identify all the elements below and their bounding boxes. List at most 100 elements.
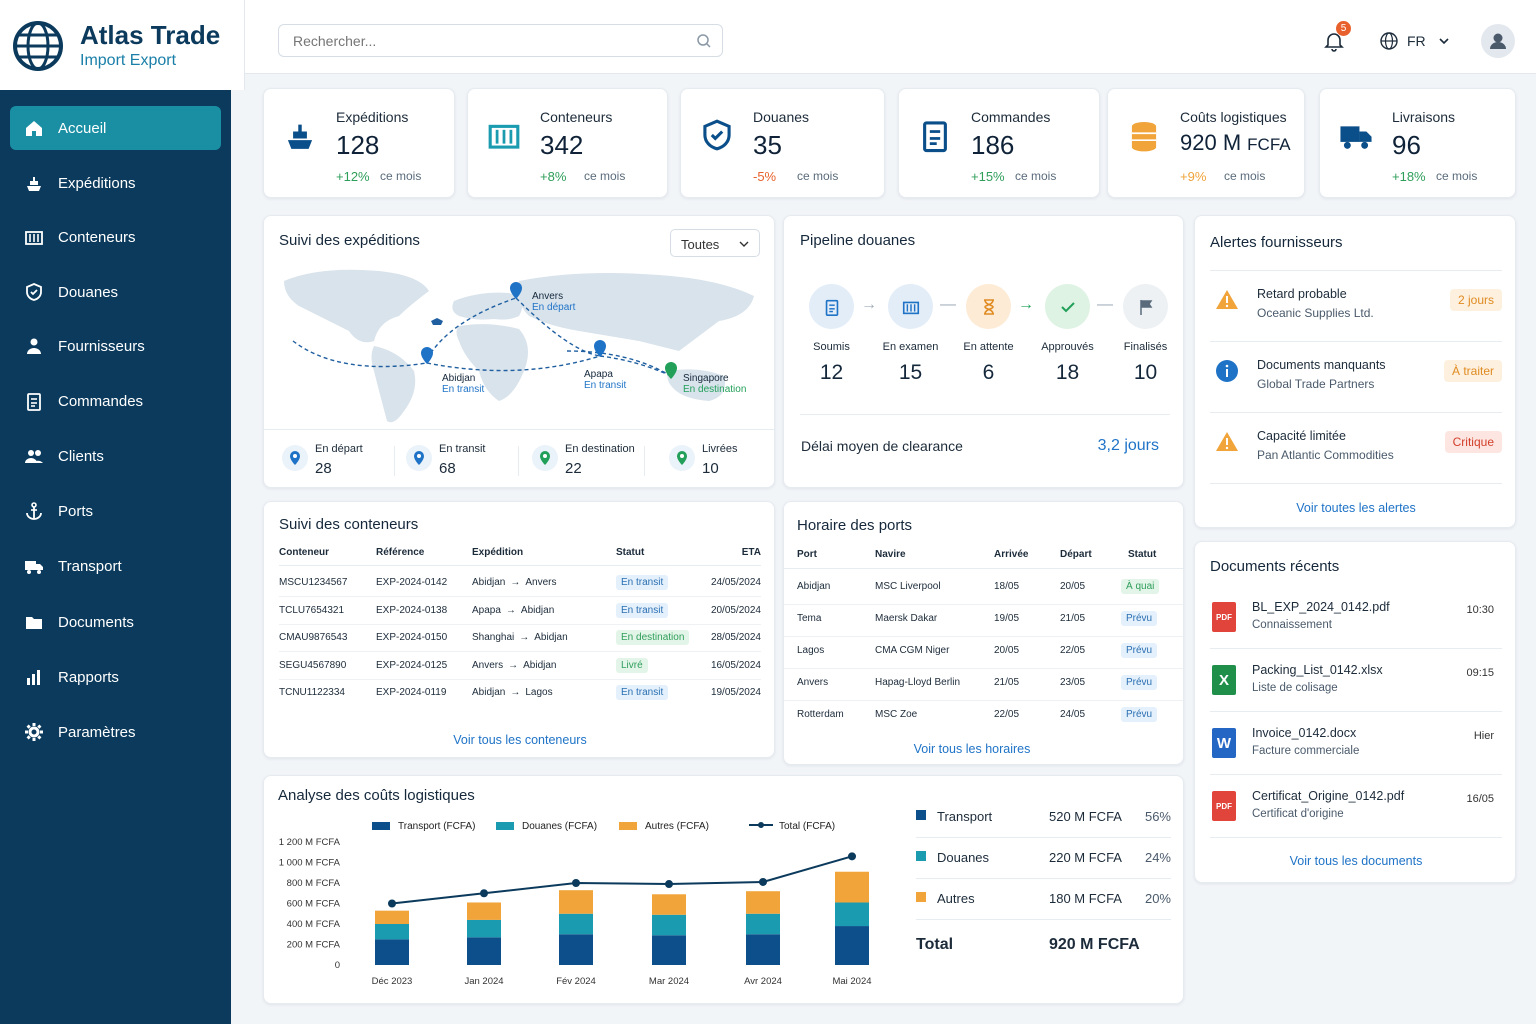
table-row[interactable]: Abidjan MSC Liverpool 18/05 20/05 À quai <box>784 579 1183 601</box>
divider <box>1210 270 1502 271</box>
document-item[interactable]: W Invoice_0142.docx Facture commerciale Hie… <box>1210 726 1502 776</box>
bar-transport[interactable] <box>559 934 593 965</box>
document-name: Invoice_0142.docx <box>1252 726 1357 740</box>
bell-icon[interactable] <box>1323 30 1345 52</box>
table-row[interactable]: CMAU9876543 EXP-2024-0150 Shanghai → Abidjan… <box>264 630 776 652</box>
total-point[interactable] <box>480 889 488 898</box>
sidebar-item-conteneurs[interactable]: Conteneurs <box>10 215 221 259</box>
check-icon[interactable] <box>1045 284 1090 329</box>
ship-icon <box>278 113 322 157</box>
bar-douanes[interactable] <box>375 924 409 940</box>
sidebar-item-transport[interactable]: Transport <box>10 544 221 588</box>
kpi-card-0[interactable]: Expéditions 128 +12% ce mois <box>263 88 455 198</box>
document-item[interactable]: PDF BL_EXP_2024_0142.pdf Connaissement 10:3… <box>1210 600 1502 650</box>
sidebar-item-accueil[interactable]: Accueil <box>10 106 221 150</box>
bar-transport[interactable] <box>467 937 501 965</box>
sidebar-item-ports[interactable]: Ports <box>10 489 221 533</box>
port-arr: 20/05 <box>994 645 1020 656</box>
view-all-documents-link[interactable]: Voir tous les documents <box>1289 854 1423 868</box>
search-input[interactable] <box>293 33 673 49</box>
sidebar-item-expeditions[interactable]: Expéditions <box>10 161 221 205</box>
avatar[interactable] <box>1481 24 1515 58</box>
table-row[interactable]: Rotterdam MSC Zoe 22/05 24/05 Prévu <box>784 707 1183 729</box>
kpi-card-2[interactable]: Douanes 35 -5% ce mois <box>680 88 885 198</box>
hourglass-icon[interactable] <box>966 284 1011 329</box>
bar-autres[interactable] <box>467 902 501 920</box>
table-row[interactable]: SEGU4567890 EXP-2024-0125 Anvers → Abidjan Li… <box>264 657 776 680</box>
shipment-stat-0[interactable]: En départ 28 <box>282 441 402 481</box>
sidebar-item-commandes[interactable]: Commandes <box>10 379 221 423</box>
table-row[interactable]: TCLU7654321 EXP-2024-0138 Apapa → Abidjan En … <box>264 602 776 625</box>
document-item[interactable]: PDF Certificat_Origine_0142.pdf Certificat… <box>1210 789 1502 839</box>
total-point[interactable] <box>665 880 673 889</box>
sidebar-item-documents[interactable]: Documents <box>10 600 221 644</box>
view-all-containers-link[interactable]: Voir tous les conteneurs <box>453 733 587 747</box>
flag-icon[interactable] <box>1123 284 1168 329</box>
kpi-card-4[interactable]: Coûts logistiques 920 M FCFA +9% ce mois <box>1107 88 1305 198</box>
alert-item[interactable]: Retard probable Oceanic Supplies Ltd. 2 jo… <box>1210 286 1502 346</box>
table-row[interactable]: Lagos CMA CGM Niger 20/05 22/05 Prévu <box>784 643 1183 665</box>
view-all-schedules-link[interactable]: Voir tous les horaires <box>913 742 1031 756</box>
container-icon[interactable] <box>888 284 933 329</box>
map-location-anvers[interactable]: Anvers En départ <box>532 291 575 313</box>
costs-chart[interactable]: 1 200 M FCFA 1 000 M FCFA 800 M FCFA 600 M … <box>264 811 884 1001</box>
bar-transport[interactable] <box>835 926 869 965</box>
arrow-right-icon: → <box>1018 296 1034 313</box>
world-map[interactable] <box>279 261 761 429</box>
bar-transport[interactable] <box>746 934 780 965</box>
kpi-number: 96 <box>1392 130 1421 160</box>
alerts-title: Alertes fournisseurs <box>1210 234 1343 251</box>
search-icon[interactable] <box>696 33 712 49</box>
bar-transport[interactable] <box>375 939 409 965</box>
total-point[interactable] <box>759 877 767 886</box>
bar-douanes[interactable] <box>652 914 686 936</box>
clipboard-icon[interactable] <box>809 284 854 329</box>
bar-douanes[interactable] <box>559 913 593 935</box>
view-all-alerts-link[interactable]: Voir toutes les alertes <box>1296 501 1416 515</box>
map-location-singapore[interactable]: Singapore En destination <box>683 373 746 395</box>
alert-item[interactable]: Documents manquants Global Trade Partners… <box>1210 357 1502 417</box>
table-row[interactable]: TCNU1122334 EXP-2024-0119 Abidjan → Lagos En … <box>264 685 776 707</box>
brand-subtitle: Import Export <box>80 52 177 69</box>
bar-autres[interactable] <box>746 891 780 914</box>
bar-douanes[interactable] <box>467 919 501 938</box>
kpi-card-3[interactable]: Commandes 186 +15% ce mois <box>898 88 1100 198</box>
bar-autres[interactable] <box>559 890 593 914</box>
bar-douanes[interactable] <box>746 913 780 935</box>
total-point[interactable] <box>848 852 856 861</box>
table-row[interactable]: Anvers Hapag-Lloyd Berlin 21/05 23/05 Prévu <box>784 675 1183 697</box>
location-pin-icon <box>406 445 432 471</box>
total-point[interactable] <box>572 879 580 887</box>
shipments-filter-dropdown[interactable]: Toutes <box>670 229 760 257</box>
sidebar-item-fournisseurs[interactable]: Fournisseurs <box>10 324 221 368</box>
document-item[interactable]: X Packing_List_0142.xlsx Liste de colisage… <box>1210 663 1502 713</box>
kpi-card-5[interactable]: Livraisons 96 +18% ce mois <box>1319 88 1516 198</box>
map-location-apapa[interactable]: Apapa En transit <box>584 369 626 391</box>
search-box[interactable] <box>278 24 723 57</box>
language-selector[interactable]: FR <box>1379 31 1450 51</box>
sidebar-item-clients[interactable]: Clients <box>10 434 221 478</box>
table-header: Expédition <box>472 547 524 558</box>
shipment-stat-1[interactable]: En transit 68 <box>406 441 526 481</box>
bar-autres[interactable] <box>375 910 409 924</box>
sidebar-item-rapports[interactable]: Rapports <box>10 655 221 699</box>
bar-autres[interactable] <box>652 894 686 915</box>
map-location-abidjan[interactable]: Abidjan En transit <box>442 373 484 395</box>
route-from: Apapa <box>472 604 501 616</box>
total-point[interactable] <box>388 899 396 908</box>
shipment-stat-3[interactable]: Livrées 10 <box>669 441 789 481</box>
notification-button[interactable]: 5 <box>1323 21 1351 52</box>
bar-autres[interactable] <box>835 871 869 903</box>
sidebar-item-label: Ports <box>58 502 94 520</box>
clipboard-icon <box>10 390 58 412</box>
port-ship: Hapag-Lloyd Berlin <box>875 677 961 688</box>
sidebar-item-douanes[interactable]: Douanes <box>10 270 221 314</box>
alert-item[interactable]: Capacité limitée Pan Atlantic Commodities… <box>1210 428 1502 488</box>
table-row[interactable]: MSCU1234567 EXP-2024-0142 Abidjan → Anvers En… <box>264 575 776 597</box>
sidebar-item-parametres[interactable]: Paramètres <box>10 710 221 754</box>
bar-transport[interactable] <box>652 935 686 965</box>
bar-douanes[interactable] <box>835 902 869 927</box>
shipment-stat-2[interactable]: En destination 22 <box>532 441 652 481</box>
table-row[interactable]: Tema Maersk Dakar 19/05 21/05 Prévu <box>784 611 1183 633</box>
kpi-card-1[interactable]: Conteneurs 342 +8% ce mois <box>467 88 668 198</box>
